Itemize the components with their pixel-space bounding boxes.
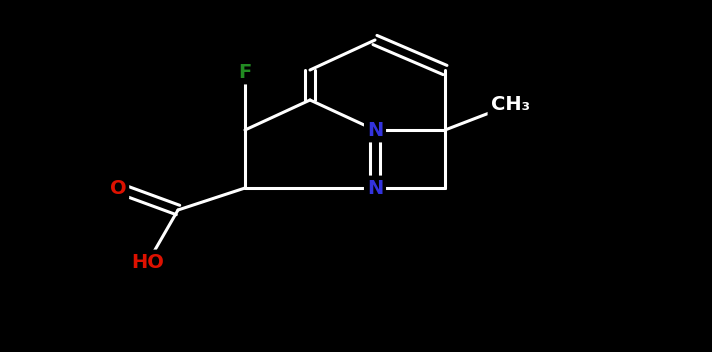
Text: F: F — [239, 63, 251, 82]
Text: N: N — [367, 178, 383, 197]
Text: N: N — [367, 120, 383, 139]
Text: HO: HO — [132, 252, 164, 271]
Text: CH₃: CH₃ — [491, 95, 530, 114]
Text: O: O — [110, 178, 126, 197]
